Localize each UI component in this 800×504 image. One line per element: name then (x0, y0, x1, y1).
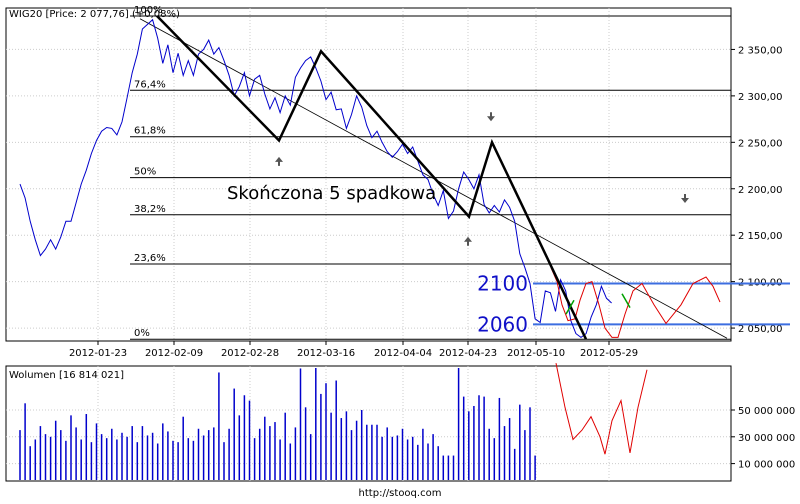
x-tick-label: 2012-01-23 (69, 348, 127, 359)
x-tick-label: 2012-02-28 (221, 348, 279, 359)
price-series-line (19, 18, 612, 339)
wave-pattern-line (156, 15, 588, 340)
volume-projection-line (555, 363, 648, 455)
green-marker (621, 293, 631, 309)
y-tick-label: 2 350,00 (738, 45, 783, 56)
y-tick-label: 2 150,00 (738, 231, 783, 242)
volume-y-tick-label: 10 000 000 (738, 460, 795, 471)
fib-level-label: 76,4% (134, 79, 166, 90)
price-plot-frame (5, 7, 732, 342)
x-tick-label: 2012-02-09 (145, 348, 203, 359)
up-arrow-icon (275, 156, 283, 166)
y-tick-label: 2 250,00 (738, 138, 783, 149)
x-tick-label: 2012-04-23 (439, 348, 497, 359)
y-tick-label: 2 200,00 (738, 185, 783, 196)
volume-y-tick-label: 50 000 000 (738, 406, 795, 417)
annotation-text: Skończona 5 spadkowa (227, 183, 436, 204)
fib-level-label: 50% (134, 167, 156, 178)
down-arrow-icon (681, 194, 689, 204)
fib-level-label: 23,6% (134, 253, 166, 264)
down-arrow-icon (487, 112, 495, 122)
fib-level-label: 0% (134, 328, 150, 339)
fib-level-label: 61,8% (134, 126, 166, 137)
footer-url: http://stooq.com (359, 488, 442, 499)
x-tick-label: 2012-05-29 (580, 348, 638, 359)
green-marker (565, 299, 575, 315)
y-tick-label: 2 050,00 (738, 324, 783, 335)
price-panel: 2012-01-23 2012-02-09 2012-02-28 2012-03-16… (5, 5, 790, 359)
projection-series-line (550, 267, 721, 338)
volume-plot-frame (5, 365, 732, 482)
up-arrow-icon (464, 236, 472, 246)
support-level-label: 2100 (477, 271, 528, 295)
fib-level-label: 100% (134, 5, 163, 16)
volume-panel: 10 000 000 30 000 000 50 000 000 Wolumen [1… (5, 363, 795, 482)
price-panel-title: WIG20 [Price: 2 077,76] (+0,08%) (9, 9, 180, 20)
x-tick-label: 2012-03-16 (297, 348, 355, 359)
x-tick-label: 2012-04-04 (374, 348, 432, 359)
x-tick-label: 2012-05-10 (507, 348, 565, 359)
y-tick-label: 2 300,00 (738, 92, 783, 103)
fib-level-label: 38,2% (134, 204, 166, 215)
volume-panel-title: Wolumen [16 814 021] (9, 370, 124, 381)
support-level-label: 2060 (477, 312, 528, 336)
volume-y-tick-label: 30 000 000 (738, 433, 795, 444)
